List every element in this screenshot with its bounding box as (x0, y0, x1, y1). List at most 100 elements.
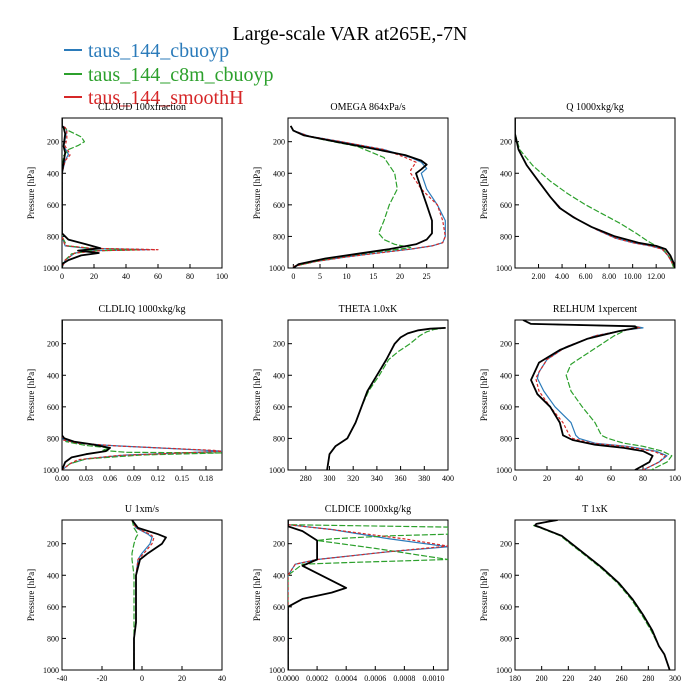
panel-3-plot-area (515, 118, 675, 268)
panel-1-ytick-label-2: 600 (47, 201, 59, 210)
panel-3-ytick-label-2: 600 (500, 201, 512, 210)
legend-label-2: taus_144_c8m_cbuoyp (88, 64, 274, 86)
panel-6-xtick-label-1: 20 (543, 474, 551, 483)
panel-2-xtick-label-1: 5 (318, 272, 322, 281)
panel-1-xtick-label-4: 80 (186, 272, 194, 281)
panel-1-xtick-label-1: 20 (90, 272, 98, 281)
panel-3-ytick-label-0: 200 (500, 138, 512, 147)
panel-2-plot-area (289, 125, 446, 268)
panel-6-xtick-label-5: 100 (669, 474, 681, 483)
panel-7-title: U 1xm/s (125, 504, 159, 515)
panel-5-ylabel: Pressure [hPa] (252, 369, 262, 421)
panel-5-xtick-label-2: 320 (347, 474, 359, 483)
panel-9-series-3-line (534, 520, 671, 670)
panel-4-xtick-label-3: 0.09 (127, 474, 141, 483)
panel-4-ytick-label-0: 200 (47, 340, 59, 349)
panel-8-ylabel: Pressure [hPa] (252, 569, 262, 621)
panel-8-xtick-label-1: 0.0002 (306, 674, 328, 683)
panel-2-xtick-label-0: 0 (291, 272, 295, 281)
panel-3-xtick-label-5: 12.00 (647, 272, 665, 281)
panel-3-frame (514, 117, 676, 269)
panel-3-xtick-label-0: 2.00 (532, 272, 546, 281)
panel-1-ytick-label-0: 200 (47, 138, 59, 147)
panel-7: U 1xm/s 200 400 600 800 1000-40 -20 0 20 40 Pressu… (26, 504, 226, 683)
panel-9-xtick-label-4: 260 (616, 674, 628, 683)
panel-4-ytick-label-3: 800 (47, 434, 59, 443)
panel-5-xtick-label-4: 360 (395, 474, 407, 483)
panel-4-ytick-label-1: 400 (47, 371, 59, 380)
legend-entry-2: taus_144_c8m_cbuoyp (64, 64, 274, 86)
panel-5-xtick-label-3: 340 (371, 474, 383, 483)
panel-1-xtick-label-0: 0 (60, 272, 64, 281)
panel-2-series-3-line (290, 125, 446, 267)
panel-2-xtick-label-5: 25 (423, 272, 431, 281)
panel-5-ytick-label-4: 1000 (269, 466, 285, 475)
panel-8-series-3-line (288, 520, 448, 670)
panel-9-xtick-label-5: 280 (642, 674, 654, 683)
panel-8-series-4-line (288, 520, 348, 670)
panel-3-xtick-label-1: 4.00 (555, 272, 569, 281)
panel-6-plot-area (522, 320, 673, 470)
panel-3-ylabel: Pressure [hPa] (479, 167, 489, 219)
panel-4-xtick-label-0: 0.00 (55, 474, 69, 483)
panel-1-series-4-line (62, 118, 102, 268)
panel-9-ytick-label-3: 800 (500, 634, 512, 643)
panel-2-ytick-label-3: 800 (273, 232, 285, 241)
panel-4-xtick-label-4: 0.12 (151, 474, 165, 483)
panel-3: Q 1000xkg/kg 200 400 600 800 1000 2.00 4.00 6.00… (479, 102, 676, 281)
panel-7-xtick-label-3: 20 (178, 674, 186, 683)
panel-1-series-3-line (62, 118, 159, 268)
panel-1-series-1-line (62, 118, 151, 268)
panel-6-xtick-label-2: 40 (575, 474, 583, 483)
panel-4-series-3-line (62, 320, 222, 470)
panel-8-xtick-label-3: 0.0006 (364, 674, 386, 683)
panel-1-ylabel: Pressure [hPa] (26, 167, 36, 219)
panel-5-plot-area (326, 327, 446, 470)
panel-8-title: CLDICE 1000xkg/kg (325, 504, 411, 515)
legend-label-3: taus_144_smoothH (88, 87, 244, 109)
panel-8-ytick-label-3: 800 (273, 634, 285, 643)
panel-9-title: T 1xK (582, 504, 608, 515)
panel-6-ylabel: Pressure [hPa] (479, 369, 489, 421)
panel-5-series-1-line (326, 327, 446, 470)
panel-7-ytick-label-3: 800 (47, 634, 59, 643)
panel-9-xtick-label-1: 200 (536, 674, 548, 683)
panel-2-series-2-line (290, 125, 412, 267)
panel-7-series-4-line (131, 520, 167, 670)
panel-8-xtick-label-0: 0.0000 (277, 674, 299, 683)
panel-9-xtick-label-2: 220 (562, 674, 574, 683)
panel-9-xtick-label-6: 300 (669, 674, 681, 683)
panel-6-ytick-label-2: 600 (500, 403, 512, 412)
panel-5-series-4-line (326, 327, 446, 470)
panel-9-ytick-label-2: 600 (500, 603, 512, 612)
panel-7-series-2-line (131, 520, 139, 670)
panel-3-series-2-line (515, 118, 675, 268)
panel-5-series-3-line (326, 327, 446, 470)
panel-7-ytick-label-1: 400 (47, 571, 59, 580)
panel-2-xtick-label-2: 10 (343, 272, 351, 281)
panel-3-ytick-label-3: 800 (500, 232, 512, 241)
panel-3-series-4-line (515, 118, 675, 268)
panel-7-ylabel: Pressure [hPa] (26, 569, 36, 621)
panel-3-xtick-label-3: 8.00 (602, 272, 616, 281)
panel-6-ytick-label-3: 800 (500, 434, 512, 443)
panel-2-frame (287, 117, 449, 269)
panel-8-xtick-label-5: 0.0010 (422, 674, 444, 683)
panel-1-ytick-label-1: 400 (47, 169, 59, 178)
panel-2-ytick-label-1: 400 (273, 169, 285, 178)
panel-5-xtick-label-6: 400 (442, 474, 454, 483)
panel-2-ytick-label-0: 200 (273, 138, 285, 147)
panel-3-title: Q 1000xkg/kg (566, 102, 624, 113)
panel-3-ytick-label-4: 1000 (496, 264, 512, 273)
panel-1-title: CLOUD 100xfraction (98, 102, 186, 113)
panel-1-xtick-label-3: 60 (154, 272, 162, 281)
panel-4-ytick-label-4: 1000 (43, 466, 59, 475)
panel-8-xtick-label-4: 0.0008 (393, 674, 415, 683)
panel-4-series-1-line (62, 320, 222, 470)
panel-1-xtick-label-5: 100 (216, 272, 228, 281)
